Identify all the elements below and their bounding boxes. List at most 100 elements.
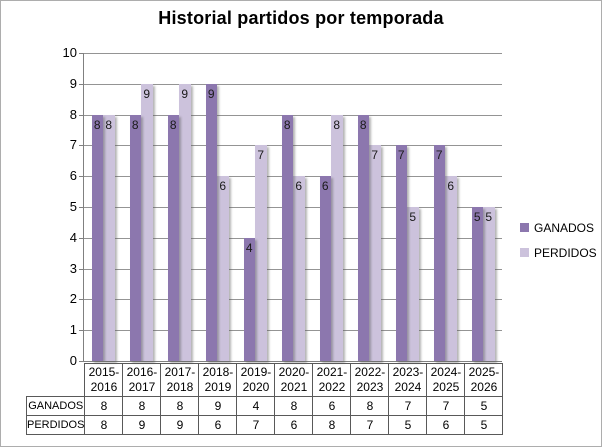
table-cell-ganados-2021-2022: 6 <box>312 396 352 416</box>
bar-value-label: 6 <box>447 179 455 194</box>
season-line-1: 2022- <box>354 365 386 379</box>
y-axis-label-4: 4 <box>69 229 77 245</box>
table-corner-cell <box>27 364 85 397</box>
legend-swatch-ganados-icon <box>520 223 529 232</box>
bar-perdidos-2025-2026: 5 <box>483 207 495 361</box>
table-cell-perdidos-2018-2019: 6 <box>198 415 238 435</box>
legend-item-ganados: GANADOS <box>520 221 597 235</box>
season-line-2: 2019 <box>204 380 232 394</box>
table-row-ganados: GANADOS 8 8 8 9 4 8 6 8 7 7 5 <box>25 396 504 416</box>
gridline-9 <box>84 83 502 85</box>
season-line-2: 2026 <box>470 380 498 394</box>
season-line-2: 2018 <box>166 380 194 394</box>
season-line-2: 2021 <box>280 380 308 394</box>
bar-value-label: 9 <box>143 86 151 101</box>
bar-value-label: 8 <box>131 117 139 132</box>
y-axis-label-5: 5 <box>69 199 77 214</box>
bar-value-label: 7 <box>397 148 405 163</box>
table-cell-ganados-2024-2025: 7 <box>426 396 466 416</box>
y-axis-tick-7 <box>79 145 84 147</box>
table-col-header-2025-2026: 2025- 2026 <box>464 363 504 397</box>
table-cell-perdidos-2024-2025: 6 <box>426 415 466 435</box>
table-row-header-perdidos: PERDIDOS <box>25 415 86 435</box>
season-line-2: 2022 <box>318 380 346 394</box>
bar-ganados-2020-2021: 8 <box>281 114 293 361</box>
bar-value-label: 9 <box>181 86 189 101</box>
bar-ganados-2017-2018: 8 <box>167 114 179 361</box>
table-cell-ganados-2020-2021: 8 <box>274 396 314 416</box>
table-col-header-2018-2019: 2018- 2019 <box>198 363 238 397</box>
bar-value-label: 5 <box>409 210 417 224</box>
bar-ganados-2016-2017: 8 <box>129 114 141 361</box>
bar-ganados-2022-2023: 8 <box>357 114 369 361</box>
y-axis-label-1: 1 <box>69 322 77 338</box>
bar-value-label: 6 <box>321 179 329 194</box>
bar-value-label: 7 <box>371 148 379 163</box>
season-line-2: 2025 <box>432 380 460 394</box>
table-cell-ganados-2017-2018: 8 <box>160 396 200 416</box>
table-col-header-2017-2018: 2017- 2018 <box>160 363 200 397</box>
chart-title: Historial partidos por temporada <box>158 8 444 28</box>
bar-value-label: 8 <box>283 117 291 132</box>
table-col-header-2021-2022: 2021- 2022 <box>312 363 352 397</box>
table-col-header-2020-2021: 2020- 2021 <box>274 363 314 397</box>
season-line-1: 2016- <box>126 365 158 379</box>
season-line-2: 2017 <box>128 380 156 394</box>
bar-ganados-2025-2026: 5 <box>471 207 483 361</box>
bar-perdidos-2023-2024: 5 <box>407 207 419 361</box>
y-axis-tick-3 <box>79 268 84 270</box>
bar-ganados-2018-2019: 9 <box>205 83 217 361</box>
bar-perdidos-2020-2021: 6 <box>293 176 305 361</box>
bar-value-label: 8 <box>359 117 367 132</box>
y-axis-label-0: 0 <box>69 353 77 368</box>
bar-value-label: 5 <box>485 210 493 224</box>
table-col-header-2019-2020: 2019- 2020 <box>236 363 276 397</box>
bar-value-label: 7 <box>435 148 443 163</box>
table-cell-ganados-2016-2017: 8 <box>122 396 162 416</box>
season-line-2: 2023 <box>356 380 384 394</box>
bar-perdidos-2021-2022: 8 <box>331 114 343 361</box>
table-cell-perdidos-2025-2026: 5 <box>464 415 504 435</box>
season-line-1: 2023- <box>392 365 424 379</box>
table-cell-perdidos-2016-2017: 9 <box>122 415 162 435</box>
legend-item-perdidos: PERDIDOS <box>520 246 597 260</box>
y-axis-label-7: 7 <box>69 137 77 153</box>
y-axis-label-3: 3 <box>69 260 77 276</box>
table-cell-perdidos-2021-2022: 8 <box>312 415 352 435</box>
y-axis-label-6: 6 <box>69 168 77 184</box>
bar-value-label: 8 <box>333 117 341 132</box>
season-line-2: 2016 <box>90 380 118 394</box>
data-table: 2015- 2016 2016- 2017 2017- 2018 2018- 2019 2019… <box>25 363 504 435</box>
table-cell-perdidos-2019-2020: 7 <box>236 415 276 435</box>
bar-value-label: 4 <box>245 240 253 255</box>
table-cell-ganados-2025-2026: 5 <box>464 396 504 416</box>
table-cell-ganados-2022-2023: 8 <box>350 396 390 416</box>
y-axis-tick-2 <box>79 299 84 301</box>
season-line-2: 2024 <box>394 380 422 394</box>
bar-perdidos-2024-2025: 6 <box>445 176 457 361</box>
y-axis-tick-1 <box>79 330 84 332</box>
table-col-header-2024-2025: 2024- 2025 <box>426 363 466 397</box>
gridline-10 <box>84 53 502 54</box>
bar-value-label: 6 <box>219 179 227 194</box>
table-row-perdidos: PERDIDOS 8 9 9 6 7 6 8 7 5 6 5 <box>25 415 504 435</box>
y-axis-tick-5 <box>79 207 84 208</box>
bar-perdidos-2015-2016: 8 <box>103 114 115 361</box>
y-axis-label-2: 2 <box>69 291 77 307</box>
y-axis-label-8: 8 <box>69 106 77 122</box>
y-axis-label-9: 9 <box>69 75 77 91</box>
season-line-1: 2015- <box>88 365 120 379</box>
y-axis-tick-6 <box>79 176 84 178</box>
bar-value-label: 7 <box>257 148 265 163</box>
table-col-header-2015-2016: 2015- 2016 <box>84 363 124 397</box>
bar-ganados-2023-2024: 7 <box>395 145 407 361</box>
bar-perdidos-2019-2020: 7 <box>255 145 267 361</box>
season-line-1: 2017- <box>164 365 196 379</box>
bar-ganados-2015-2016: 8 <box>91 114 103 361</box>
gridline-7 <box>84 145 502 147</box>
season-line-2: 2020 <box>242 380 270 394</box>
bar-perdidos-2016-2017: 9 <box>141 83 153 361</box>
bar-ganados-2024-2025: 7 <box>433 145 445 361</box>
table-row-header-ganados: GANADOS <box>25 396 86 416</box>
